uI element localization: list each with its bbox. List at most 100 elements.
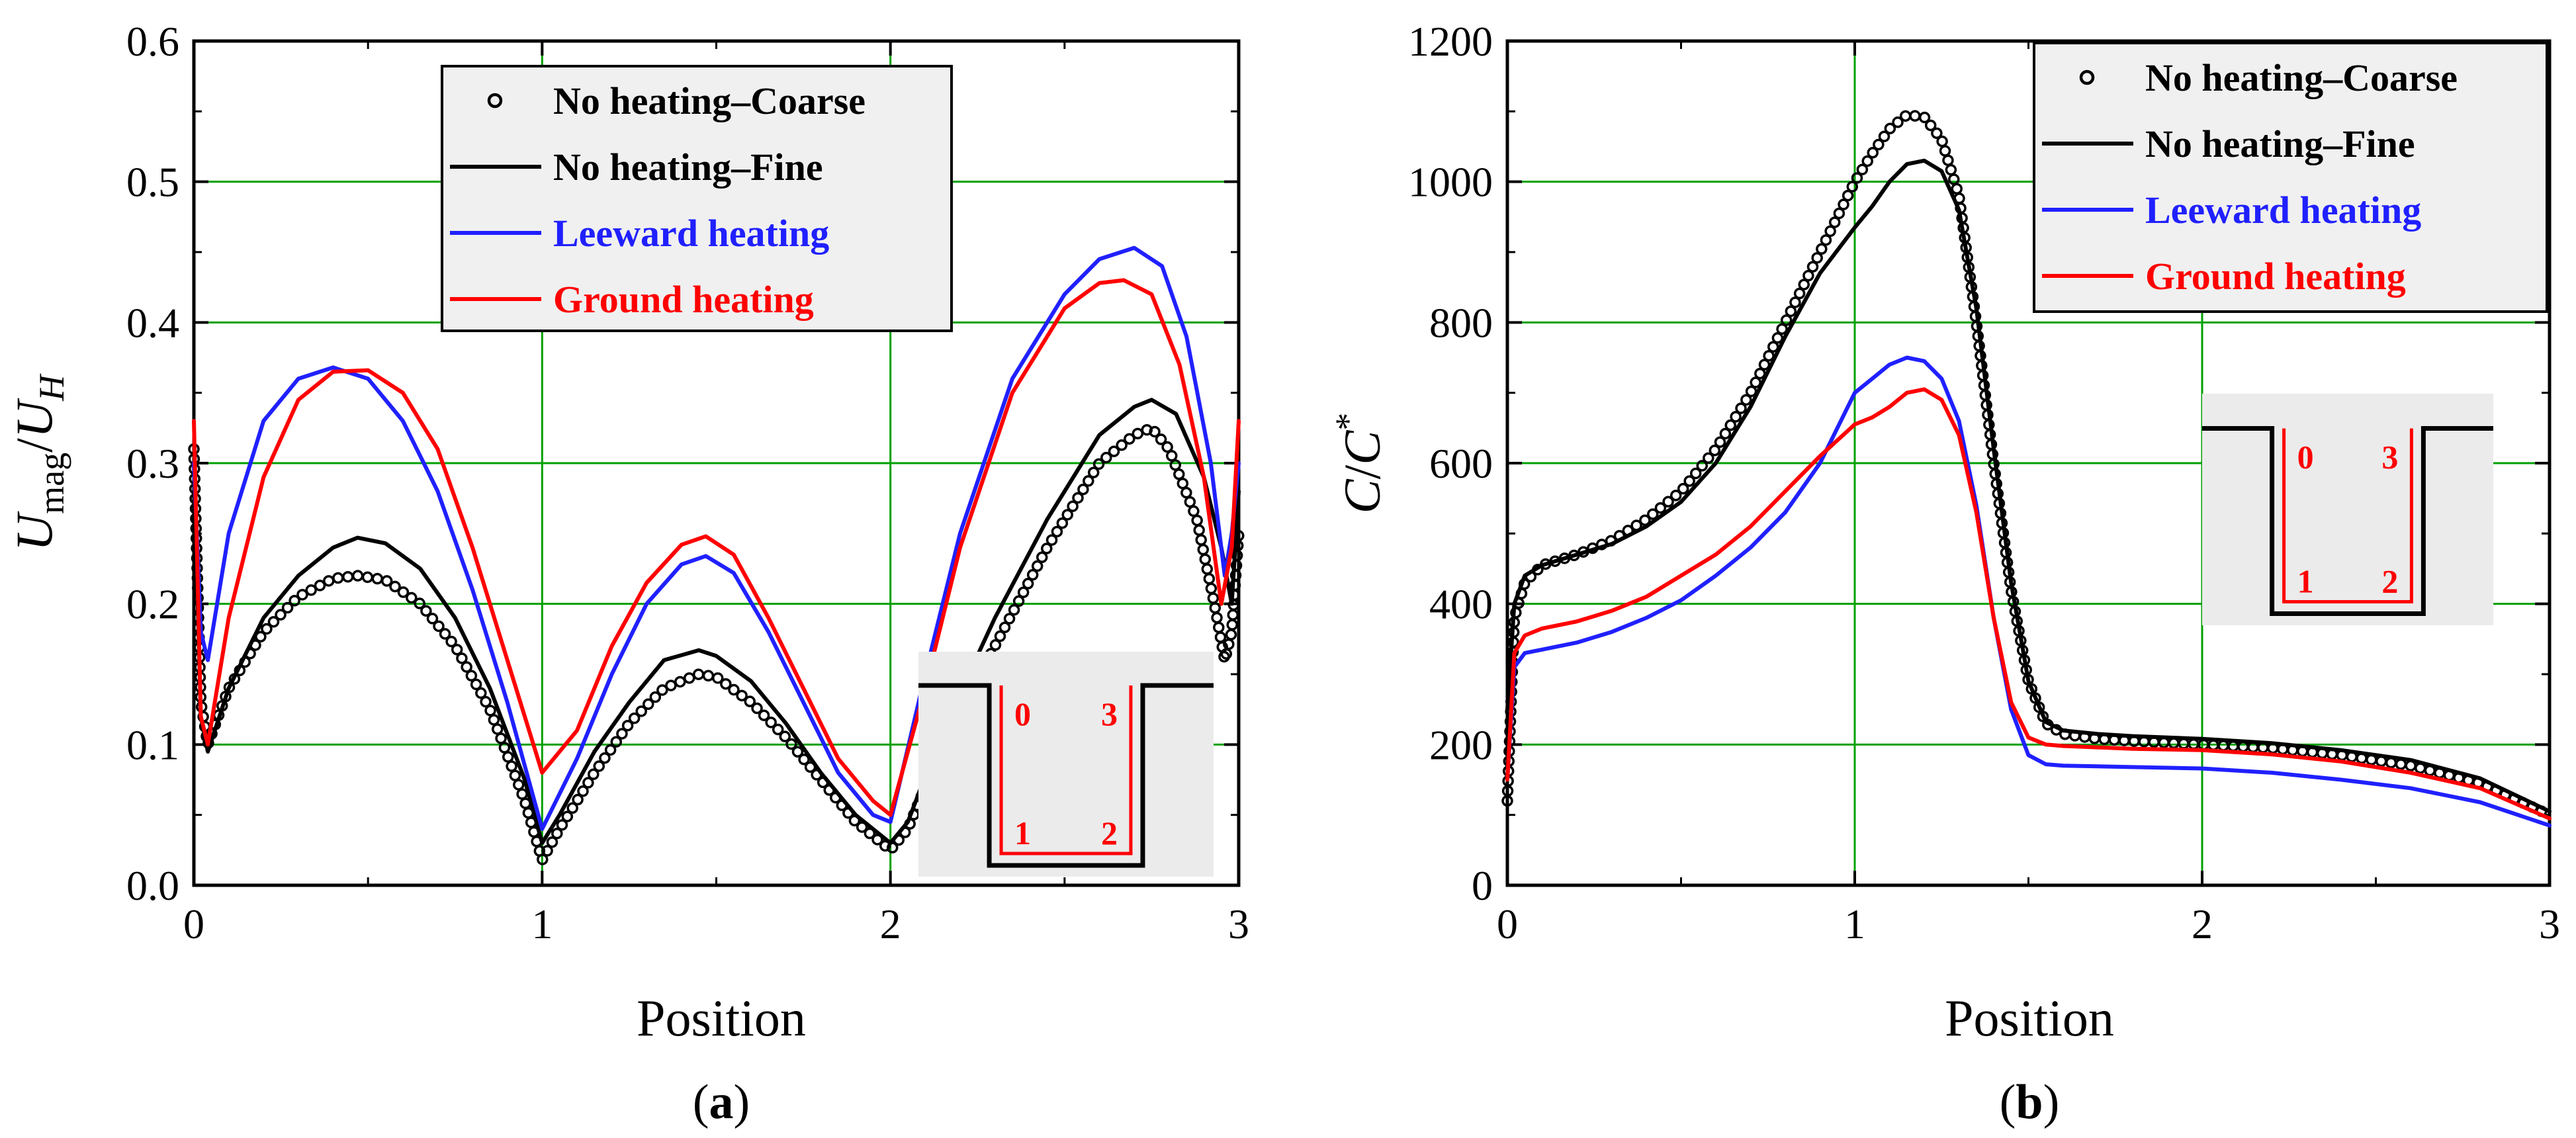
svg-text:C/C*: C/C* bbox=[1328, 413, 1391, 514]
panel-a-coarse-point-64 bbox=[433, 620, 445, 633]
panel-a-coarse-point-91 bbox=[541, 845, 553, 857]
panel-a-coarse-point-190 bbox=[1124, 433, 1135, 445]
panel-b-x-axis-title: Position bbox=[1945, 989, 2114, 1047]
panel-a-coarse-point-52 bbox=[332, 572, 344, 584]
panel-b-inset-label-3: 3 bbox=[2381, 439, 2398, 476]
panel-a-caption-text: (a) bbox=[693, 1075, 750, 1129]
panel-a-coarse-point-170 bbox=[1012, 595, 1025, 607]
panel-b-coarse-point-86 bbox=[1909, 110, 1921, 122]
panel-b-coarse-point-87 bbox=[1918, 111, 1931, 124]
panel-a-x-axis-title: Position bbox=[637, 989, 806, 1047]
panel-a-coarse-point-185 bbox=[1087, 466, 1100, 478]
panel-a-xtick-label-1: 1 bbox=[531, 900, 553, 947]
panel-a-xtick-label-0: 0 bbox=[183, 900, 204, 947]
panel-a-coarse-point-176 bbox=[1041, 543, 1053, 554]
panel-a-coarse-point-82 bbox=[513, 779, 525, 791]
panel-a-coarse-point-67 bbox=[451, 644, 463, 656]
panel-a-coarse-point-166 bbox=[994, 630, 1006, 642]
panel-a-coarse-point-108 bbox=[635, 705, 647, 717]
panel-b-coarse-point-93 bbox=[1945, 163, 1957, 176]
panel-b-legend-label-leeward: Leeward heating bbox=[2145, 189, 2421, 232]
panel-a-coarse-point-97 bbox=[572, 793, 584, 806]
panel-b-inset-canyon-outline bbox=[2202, 426, 2493, 616]
panel-a-coarse-point-182 bbox=[1072, 492, 1084, 504]
panel-b-coarse-point-66 bbox=[1802, 269, 1814, 282]
panel-a-series-ground-line bbox=[192, 278, 1241, 817]
panel-b-coarse-point-77 bbox=[1851, 172, 1863, 184]
panel-a-coarse-point-203 bbox=[1191, 514, 1203, 527]
panel-b-coarse-point-61 bbox=[1780, 314, 1793, 326]
panel-b-xtick-label-0: 0 bbox=[1497, 900, 1518, 947]
panel-a-coarse-point-179 bbox=[1056, 517, 1069, 529]
panel-a-coarse-point-114 bbox=[683, 672, 695, 684]
panel-a-coarse-point-94 bbox=[556, 819, 568, 831]
panel-a-ylabel-u: U bbox=[5, 511, 63, 551]
panel-a-coarse-point-196 bbox=[1166, 450, 1178, 462]
panel-b-coarse-point-85 bbox=[1899, 110, 1912, 122]
panel-b-coarse-point-62 bbox=[1785, 305, 1797, 318]
panel-a-coarse-point-99 bbox=[582, 777, 594, 789]
panel-a-coarse-point-65 bbox=[439, 628, 451, 640]
panel-b-ytick-label-2: 400 bbox=[1429, 581, 1493, 628]
panel-a-coarse-point-61 bbox=[414, 597, 425, 609]
panel-a-coarse-point-200 bbox=[1180, 486, 1192, 499]
panel-b-coarse-point-46 bbox=[1709, 445, 1721, 457]
panel-b-coarse-point-36 bbox=[1639, 514, 1651, 527]
panel-a-legend-label-ground: Ground heating bbox=[553, 278, 814, 321]
panel-b-coarse-point-49 bbox=[1724, 419, 1737, 431]
panel-a-coarse-point-101 bbox=[593, 760, 605, 772]
panel-b-coarse-point-60 bbox=[1776, 323, 1788, 335]
panel-a-caption-text-part-2: ) bbox=[734, 1075, 750, 1129]
panel-a-coarse-point-68 bbox=[456, 652, 468, 664]
panel-b-coarse-point-95 bbox=[1951, 183, 1963, 195]
panel-b-coarse-point-42 bbox=[1683, 475, 1695, 487]
panel-a-coarse-point-191 bbox=[1132, 427, 1144, 440]
panel-a-ylabel-sub-mag: mag bbox=[32, 453, 71, 514]
panel-b-coarse-point-80 bbox=[1867, 147, 1879, 159]
panel-a-coarse-point-207 bbox=[1199, 553, 1212, 566]
panel-b-coarse-point-57 bbox=[1763, 349, 1775, 362]
panel-b-coarse-point-82 bbox=[1878, 130, 1890, 142]
panel-a-coarse-point-93 bbox=[551, 827, 563, 840]
panel-b-coarse-point-71 bbox=[1824, 225, 1836, 238]
panel-a-legend: No heating–Coarse No heating–Fine Leeward … bbox=[441, 65, 953, 332]
panel-a-coarse-point-181 bbox=[1067, 500, 1079, 512]
panel-a-coarse-point-189 bbox=[1116, 439, 1128, 451]
panel-a-coarse-point-186 bbox=[1092, 458, 1105, 470]
panel-b-coarse-point-72 bbox=[1828, 216, 1841, 228]
panel-a-coarse-point-56 bbox=[371, 572, 384, 585]
panel-b-inset-label-2: 2 bbox=[2381, 563, 2398, 600]
panel-b-coarse-point-58 bbox=[1767, 341, 1779, 353]
panel-b-chart: 0 1 2 3 0 200 400 600 800 1000 1200 0 3 1 2 No heatin… bbox=[1328, 18, 2560, 1129]
panel-b-ytick-label-4: 800 bbox=[1429, 299, 1493, 346]
panel-a-coarse-point-118 bbox=[720, 678, 732, 690]
panel-b-xtick-label-1: 1 bbox=[1844, 900, 1865, 947]
panel-b-coarse-point-47 bbox=[1714, 436, 1726, 448]
panel-a-ylabel-slash: / bbox=[5, 438, 63, 453]
panel-b-coarse-point-63 bbox=[1789, 296, 1801, 308]
panel-a-coarse-point-208 bbox=[1201, 563, 1214, 575]
panel-b-inset-label-1: 1 bbox=[2297, 563, 2314, 600]
panel-b-coarse-point-39 bbox=[1662, 496, 1674, 508]
panel-a-coarse-point-205 bbox=[1195, 534, 1207, 546]
panel-b-coarse-point-75 bbox=[1842, 189, 1854, 202]
panel-a-legend-label-fine: No heating–Fine bbox=[553, 146, 823, 189]
panel-a-legend-swatch-coarse bbox=[487, 93, 503, 109]
panel-a-caption-text-part-1: a bbox=[709, 1075, 734, 1129]
panel-a-coarse-point-100 bbox=[588, 768, 600, 781]
panel-a-coarse-point-165 bbox=[989, 639, 1002, 651]
panel-a-coarse-point-178 bbox=[1051, 525, 1063, 538]
panel-b-coarse-point-76 bbox=[1846, 181, 1859, 193]
panel-a-coarse-point-195 bbox=[1161, 441, 1173, 453]
panel-a-coarse-point-78 bbox=[498, 742, 511, 754]
panel-b-caption: (b) bbox=[2000, 1075, 2059, 1129]
panel-a-coarse-point-74 bbox=[484, 705, 496, 717]
panel-a-coarse-point-106 bbox=[621, 719, 634, 732]
panel-a-inset-canyon-outline bbox=[918, 683, 1214, 868]
panel-b-legend-label-ground: Ground heating bbox=[2145, 255, 2406, 298]
panel-b-coarse-point-40 bbox=[1669, 490, 1682, 502]
panel-b-coarse-point-78 bbox=[1856, 163, 1869, 175]
panel-a-coarse-point-58 bbox=[389, 580, 401, 593]
panel-b-ylabel-c: C bbox=[1333, 478, 1391, 513]
panel-b-legend-swatch-coarse bbox=[2079, 69, 2095, 85]
